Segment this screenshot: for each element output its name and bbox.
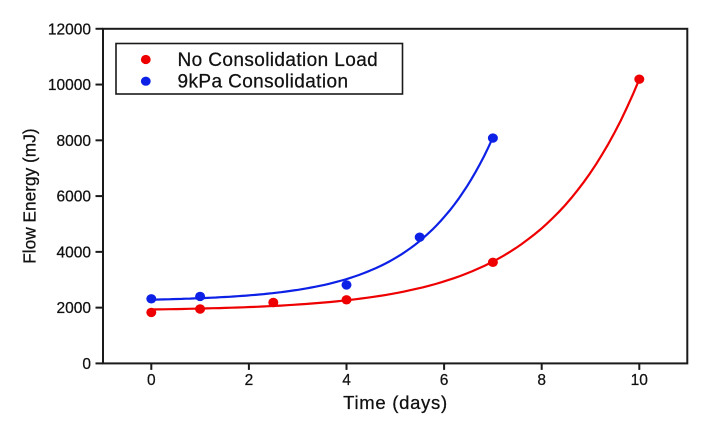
svg-text:8: 8 [537, 372, 546, 389]
svg-text:4000: 4000 [57, 244, 92, 261]
svg-text:0: 0 [147, 372, 156, 389]
svg-text:Flow Energy (mJ): Flow Energy (mJ) [19, 128, 39, 263]
svg-text:4: 4 [342, 372, 351, 389]
svg-text:2000: 2000 [57, 300, 92, 317]
svg-text:9kPa Consolidation: 9kPa Consolidation [178, 72, 349, 93]
svg-text:10: 10 [631, 372, 649, 389]
svg-text:10000: 10000 [48, 77, 91, 94]
svg-text:6: 6 [440, 372, 449, 389]
svg-text:8000: 8000 [57, 133, 92, 150]
svg-text:12000: 12000 [48, 21, 91, 38]
svg-text:Time (days): Time (days) [343, 392, 448, 413]
svg-text:6000: 6000 [57, 189, 92, 206]
svg-text:0: 0 [82, 356, 91, 373]
svg-text:No Consolidation Load: No Consolidation Load [178, 50, 379, 71]
svg-text:2: 2 [245, 372, 254, 389]
